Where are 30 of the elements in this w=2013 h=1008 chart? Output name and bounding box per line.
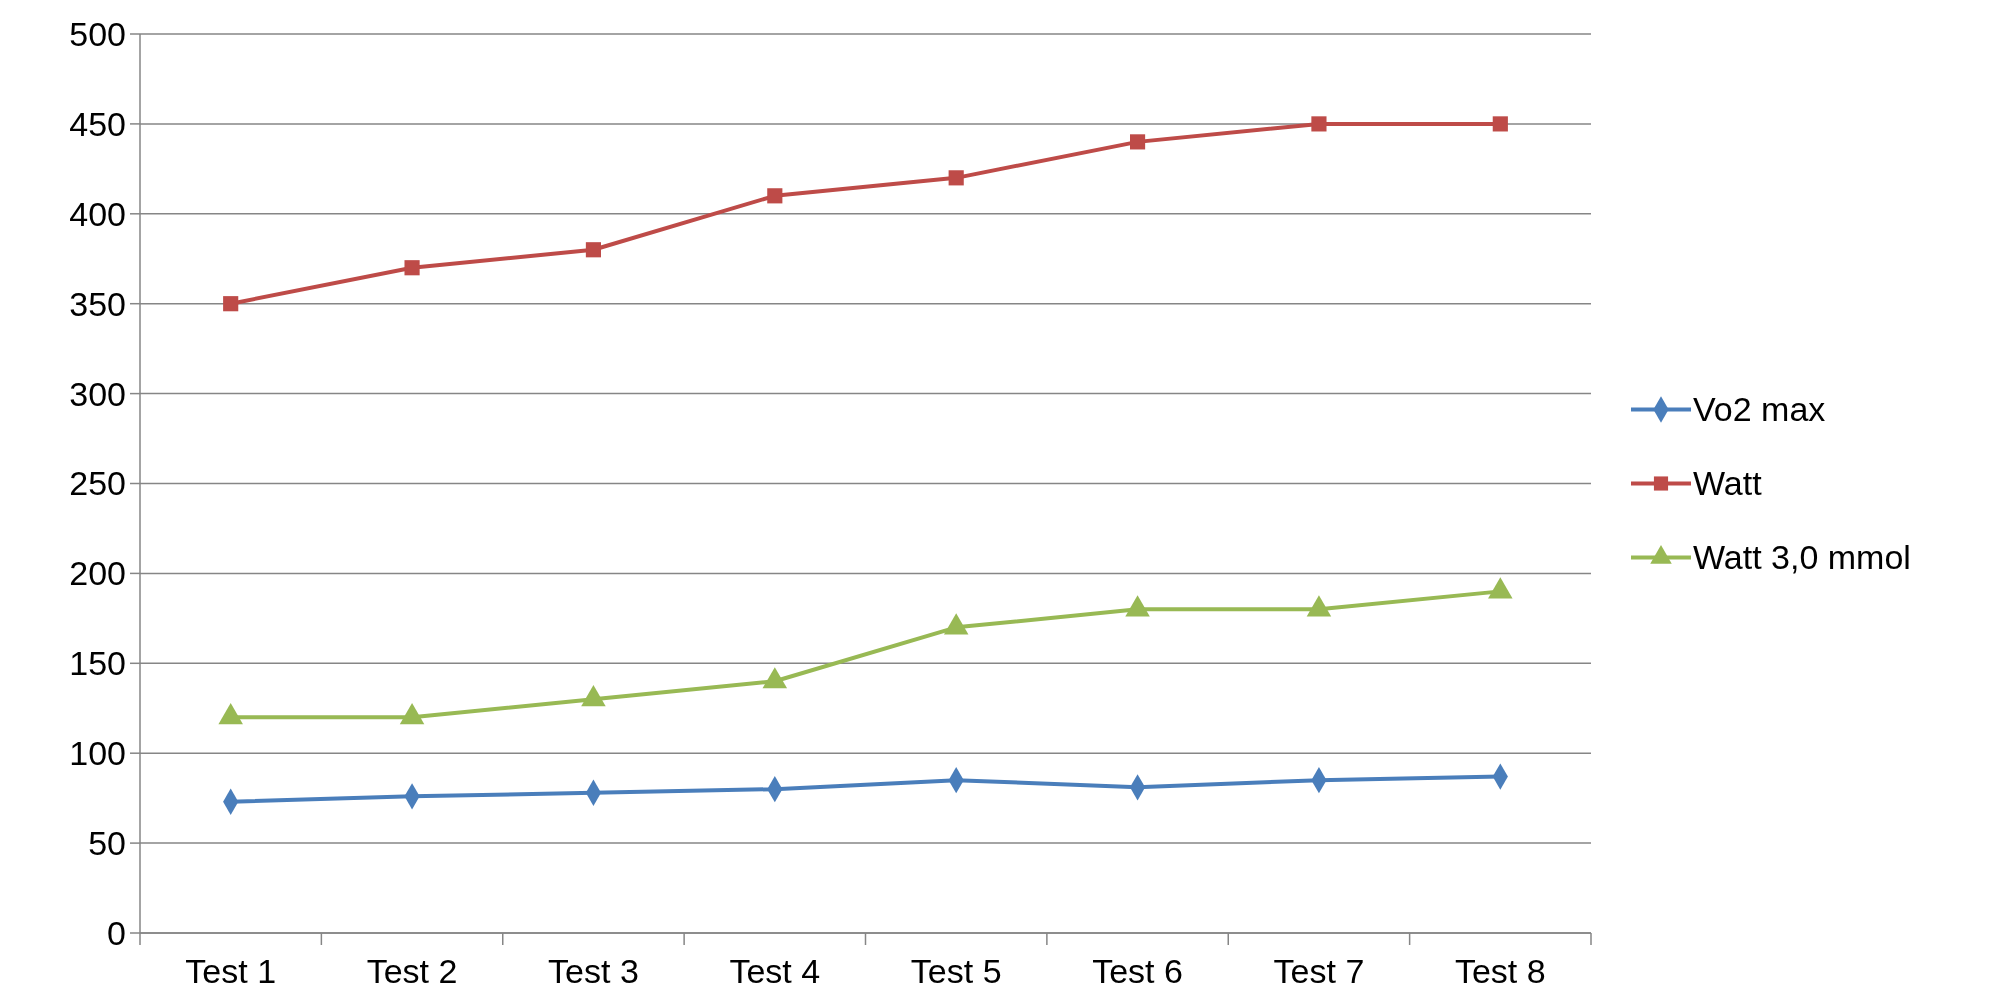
x-tick-label: Test 6	[1092, 952, 1183, 990]
y-tick-label: 350	[69, 284, 126, 323]
y-tick-label: 100	[69, 734, 126, 773]
x-tick-label: Test 2	[366, 952, 458, 990]
y-tick-label: 150	[69, 644, 126, 683]
point	[223, 296, 239, 312]
x-tick-label: Test 7	[1273, 952, 1365, 990]
y-tick-label: 300	[69, 374, 126, 413]
x-tick-label: Test 8	[1454, 952, 1546, 990]
legend-label: Watt	[1693, 464, 1763, 503]
point	[1129, 134, 1146, 150]
x-tick-label: Test 4	[729, 952, 821, 990]
point	[1492, 116, 1508, 132]
y-tick-label: 250	[69, 464, 126, 503]
point	[948, 170, 964, 186]
y-tick-label: 200	[69, 554, 126, 593]
legend-label: Watt 3,0 mmol	[1693, 538, 1911, 577]
point	[1311, 116, 1327, 132]
y-tick-label: 450	[69, 104, 126, 143]
legend-label: Vo2 max	[1693, 390, 1826, 429]
x-tick-label: Test 1	[185, 952, 277, 990]
point	[767, 188, 783, 204]
y-tick-label: 50	[88, 824, 126, 862]
x-tick-label: Test 5	[910, 952, 1002, 990]
y-tick-label: 400	[69, 194, 126, 233]
y-tick-label: 500	[69, 14, 126, 53]
point	[404, 260, 420, 276]
point	[585, 242, 602, 258]
y-tick-label: 0	[107, 913, 126, 952]
x-tick-label: Test 3	[548, 952, 639, 990]
